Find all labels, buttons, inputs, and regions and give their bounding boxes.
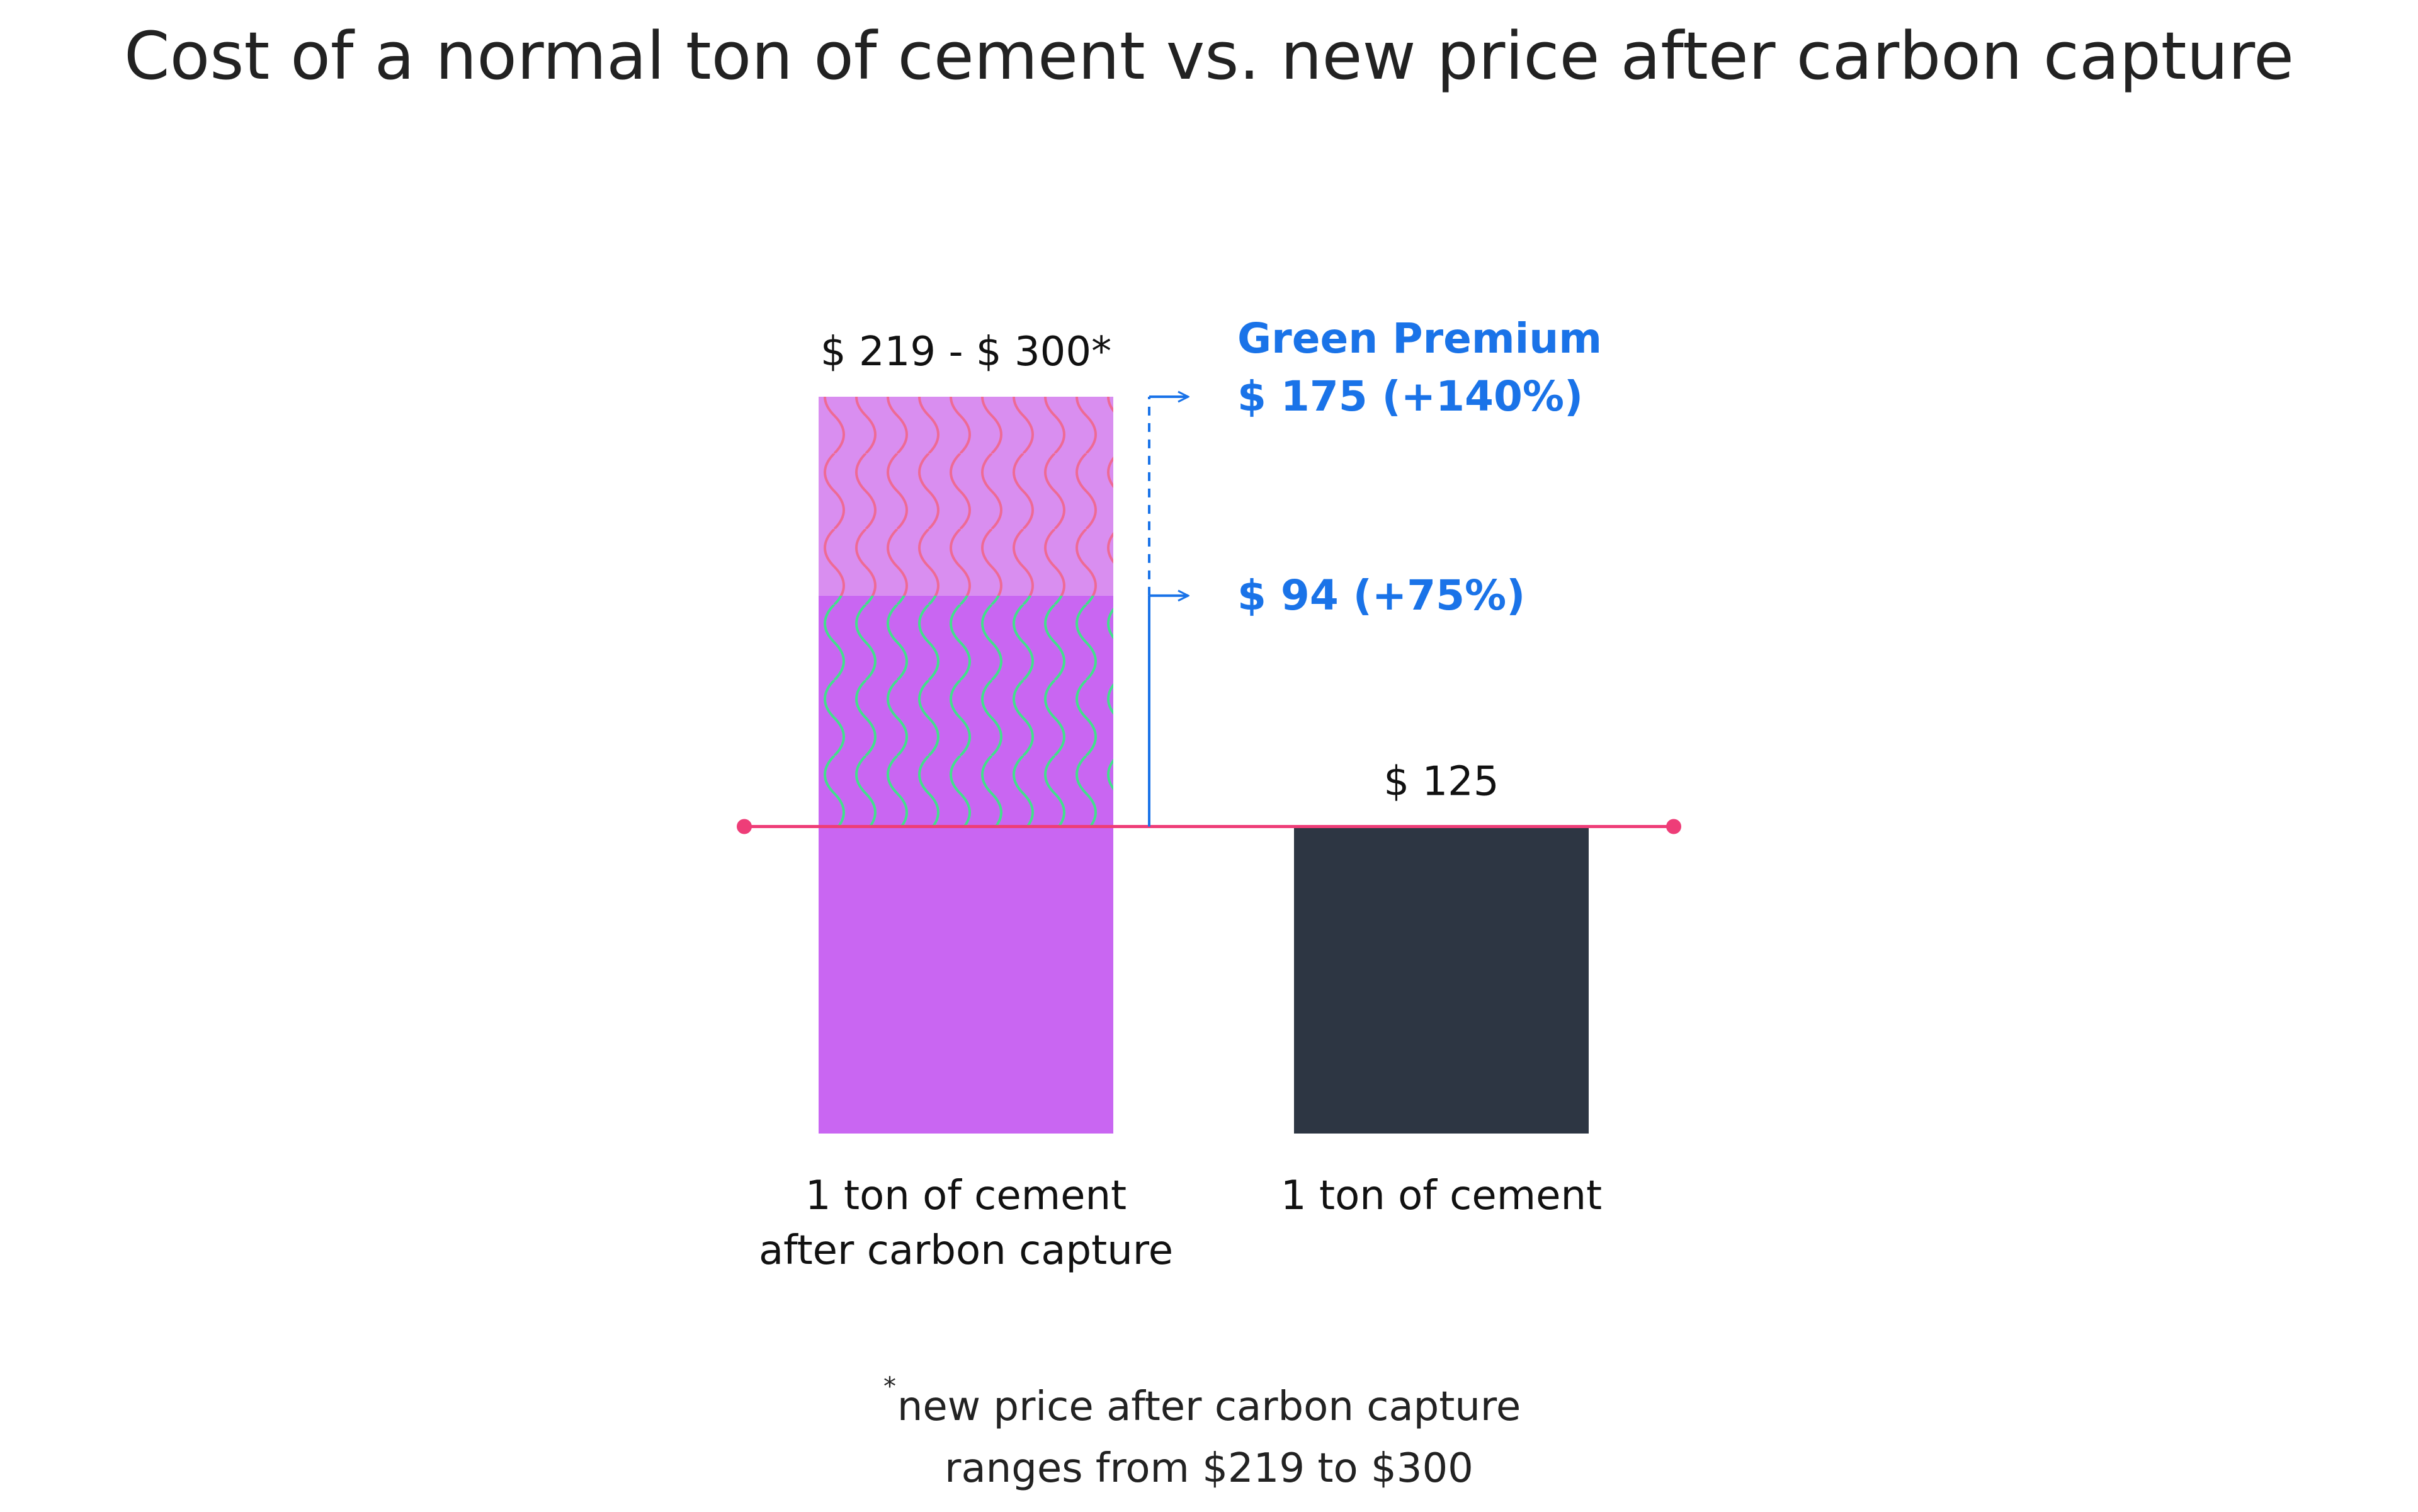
category-label-0-1: after carbon capture xyxy=(759,1227,1173,1274)
chart-title: Cost of a normal ton of cement vs. new p… xyxy=(124,18,2294,94)
premium-value-0: $ 175 (+140%) xyxy=(1237,372,1583,421)
baseline-dot-right xyxy=(1666,819,1681,834)
category-label-1-0: 1 ton of cement xyxy=(1281,1173,1602,1219)
premium-title: Green Premium xyxy=(1237,314,1602,363)
bar-segment-pattern-1 xyxy=(819,595,1113,827)
category-label-0-0: 1 ton of cement xyxy=(805,1173,1127,1219)
bar-normal-cement xyxy=(1294,826,1589,1134)
footnote-line-2: ranges from $219 to $300 xyxy=(945,1445,1473,1492)
premium-value-1: $ 94 (+75%) xyxy=(1237,571,1525,620)
value-label-1: $ 125 xyxy=(1383,759,1499,805)
footnote-marker: * xyxy=(883,1372,896,1401)
bar-segment-pattern-2 xyxy=(819,397,1113,596)
baseline-dot-left xyxy=(737,819,752,834)
bar-segment-0 xyxy=(819,826,1113,1134)
footnote: * new price after carbon capture ranges … xyxy=(883,1372,1521,1492)
value-label-0: $ 219 - $ 300* xyxy=(820,329,1111,375)
footnote-line-1: new price after carbon capture xyxy=(897,1384,1521,1430)
